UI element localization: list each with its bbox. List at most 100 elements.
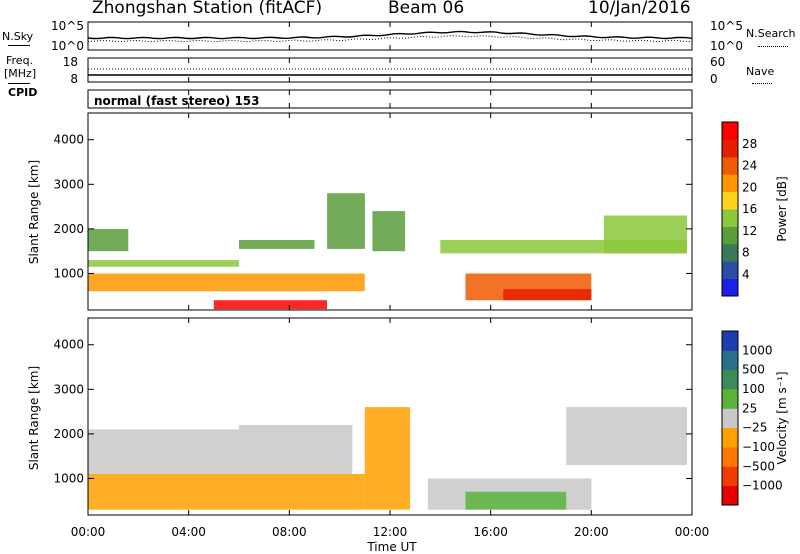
power-ylabel: Slant Range [km] — [27, 160, 41, 264]
cpid-text: normal (fast stereo) 153 — [94, 94, 260, 108]
velocity-colorbar-label: Velocity [m s⁻¹] — [775, 371, 789, 464]
noise-curves — [87, 30, 693, 43]
nsearch-line — [758, 46, 788, 47]
noise-tick-top-left: 10^5 — [51, 19, 84, 33]
power-cell — [372, 211, 406, 252]
colorbar-swatch — [722, 261, 738, 280]
power-cell — [503, 289, 592, 301]
colorbar-tick-label: 4 — [742, 267, 750, 281]
velocity-ylabel: Slant Range [km] — [27, 366, 41, 470]
power-cell — [603, 215, 687, 254]
y-tick-label: 2000 — [53, 222, 84, 236]
x-tick-label: 08:00 — [272, 525, 307, 539]
nsearch-curve — [87, 35, 692, 43]
freq-line — [8, 83, 30, 84]
noise-tick-bottom-right: 10^0 — [710, 39, 743, 53]
velocity-heatmap — [88, 407, 687, 510]
x-tick-label: 04:00 — [171, 525, 206, 539]
colorbar-tick-label: −1000 — [742, 479, 783, 493]
x-tick-label: 00:00 — [675, 525, 710, 539]
colorbar-swatch — [722, 350, 738, 371]
power-cell — [88, 273, 365, 292]
colorbar-swatch — [722, 485, 738, 506]
power-colorbar: 28 24 20 16 12 8 4 — [722, 122, 757, 297]
freq-label: Freq. — [6, 54, 34, 67]
colorbar-swatch — [722, 139, 738, 158]
colorbar-swatch — [722, 427, 738, 448]
colorbar-swatch — [722, 331, 738, 351]
power-cell — [327, 193, 365, 249]
colorbar-swatch — [722, 369, 738, 390]
noise-tick-bottom-left: 10^0 — [51, 39, 84, 53]
colorbar-swatch — [722, 278, 738, 297]
y-tick-label: 2000 — [53, 427, 84, 441]
velocity-cell — [364, 407, 411, 510]
noise-tick-top-right: 10^5 — [710, 19, 743, 33]
colorbar-swatch — [722, 174, 738, 193]
power-colorbar-frame — [721, 121, 739, 297]
range-axis-ticks: 4000 3000 2000 1000 4000 3000 2000 1000 — [53, 133, 692, 485]
power-cell — [88, 260, 239, 267]
cpid-label: CPID — [8, 86, 38, 99]
y-tick-label: 1000 — [53, 266, 84, 280]
y-tick-label: 3000 — [53, 177, 84, 191]
x-tick-label: 20:00 — [574, 525, 609, 539]
time-axis-ticks: 00:00 04:00 08:00 12:00 16:00 20:00 00:00 — [71, 22, 710, 539]
colorbar-tick-label: 8 — [742, 246, 750, 260]
colorbar-tick-label: 500 — [742, 363, 765, 377]
colorbar-tick-label: 25 — [742, 401, 757, 415]
colorbar-swatch — [722, 122, 738, 140]
power-cell — [88, 228, 129, 252]
colorbar-tick-label: 1000 — [742, 343, 773, 357]
velocity-cell — [88, 429, 239, 474]
velocity-cell — [88, 474, 365, 510]
power-cell — [239, 240, 315, 249]
x-tick-label: 00:00 — [71, 525, 106, 539]
colorbar-tick-label: 24 — [742, 159, 757, 173]
colorbar-swatch — [722, 156, 738, 175]
colorbar-swatch — [722, 226, 738, 245]
freq-tick-bottom: 8 — [70, 72, 78, 86]
y-tick-label: 4000 — [53, 133, 84, 147]
freq-curves — [88, 68, 692, 76]
nsky-label: N.Sky — [2, 30, 34, 43]
velocity-cell — [239, 425, 353, 474]
colorbar-swatch — [722, 243, 738, 262]
colorbar-swatch — [722, 447, 738, 467]
y-tick-label: 1000 — [53, 471, 84, 485]
colorbar-tick-label: −100 — [742, 440, 775, 454]
colorbar-tick-label: 20 — [742, 180, 757, 194]
nave-line — [752, 83, 772, 84]
beam-label: Beam 06 — [388, 0, 465, 18]
nave-label: Nave — [746, 65, 775, 78]
nave-tick-top: 60 — [710, 55, 725, 69]
colorbar-tick-label: 12 — [742, 224, 757, 238]
nsky-curve — [87, 30, 693, 40]
station-title: Zhongshan Station (fitACF) — [92, 0, 323, 18]
nsearch-label: N.Search — [746, 27, 796, 40]
colorbar-swatch — [722, 408, 738, 429]
velocity-colorbar: 1000 500 100 25 −25 −100 −500 −1000 — [722, 331, 783, 506]
nave-tick-bottom: 0 — [710, 72, 718, 86]
colorbar-swatch — [722, 191, 738, 210]
colorbar-tick-label: −25 — [742, 421, 767, 435]
power-cell — [213, 300, 327, 310]
colorbar-tick-label: −500 — [742, 459, 775, 473]
colorbar-tick-label: 16 — [742, 202, 757, 216]
velocity-colorbar-frame — [721, 330, 739, 506]
freq-tick-top: 18 — [63, 55, 78, 69]
power-heatmap — [88, 193, 687, 310]
colorbar-swatch — [722, 209, 738, 227]
date-label: 10/Jan/2016 — [588, 0, 691, 18]
x-tick-label: 12:00 — [373, 525, 408, 539]
velocity-cell — [566, 407, 687, 465]
colorbar-swatch — [722, 466, 738, 487]
power-colorbar-label: Power [dB] — [775, 176, 789, 241]
colorbar-tick-label: 28 — [742, 137, 757, 151]
y-tick-label: 3000 — [53, 382, 84, 396]
colorbar-swatch — [722, 389, 738, 409]
x-axis-label: Time UT — [366, 540, 417, 554]
velocity-cell — [465, 491, 567, 510]
colorbar-tick-label: 100 — [742, 382, 765, 396]
